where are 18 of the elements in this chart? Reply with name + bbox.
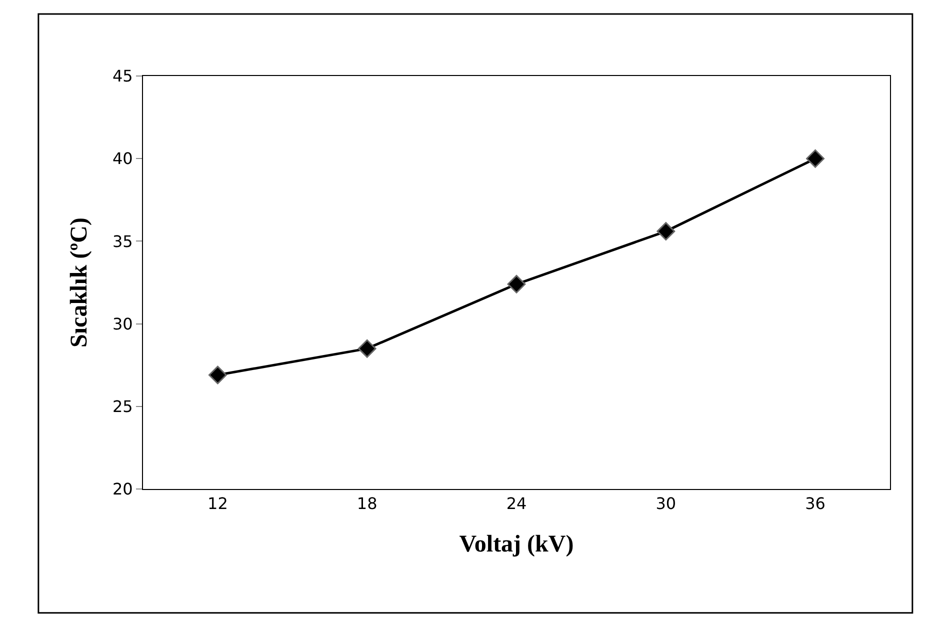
point [358,339,376,358]
x-tick-label: 12 [208,494,228,514]
y-tick-label: 25 [112,397,133,416]
y-axis-title: Sıcaklık (ºC) [66,218,93,348]
x-tick-label: 36 [805,494,826,514]
point [208,366,227,384]
point [806,149,824,168]
x-tick-label: 24 [506,494,527,514]
y-tick-label: 30 [112,314,133,334]
x-axis-title: Voltaj (kV) [459,532,574,558]
point [656,222,676,240]
y-tick-label: 20 [112,480,133,499]
y-tick-label: 35 [112,232,133,251]
y-tick-label: 45 [112,66,133,86]
y-tick-label: 40 [112,149,133,168]
x-tick-label: 30 [656,494,676,514]
x-tick-label: 18 [356,494,378,514]
point [507,274,526,294]
